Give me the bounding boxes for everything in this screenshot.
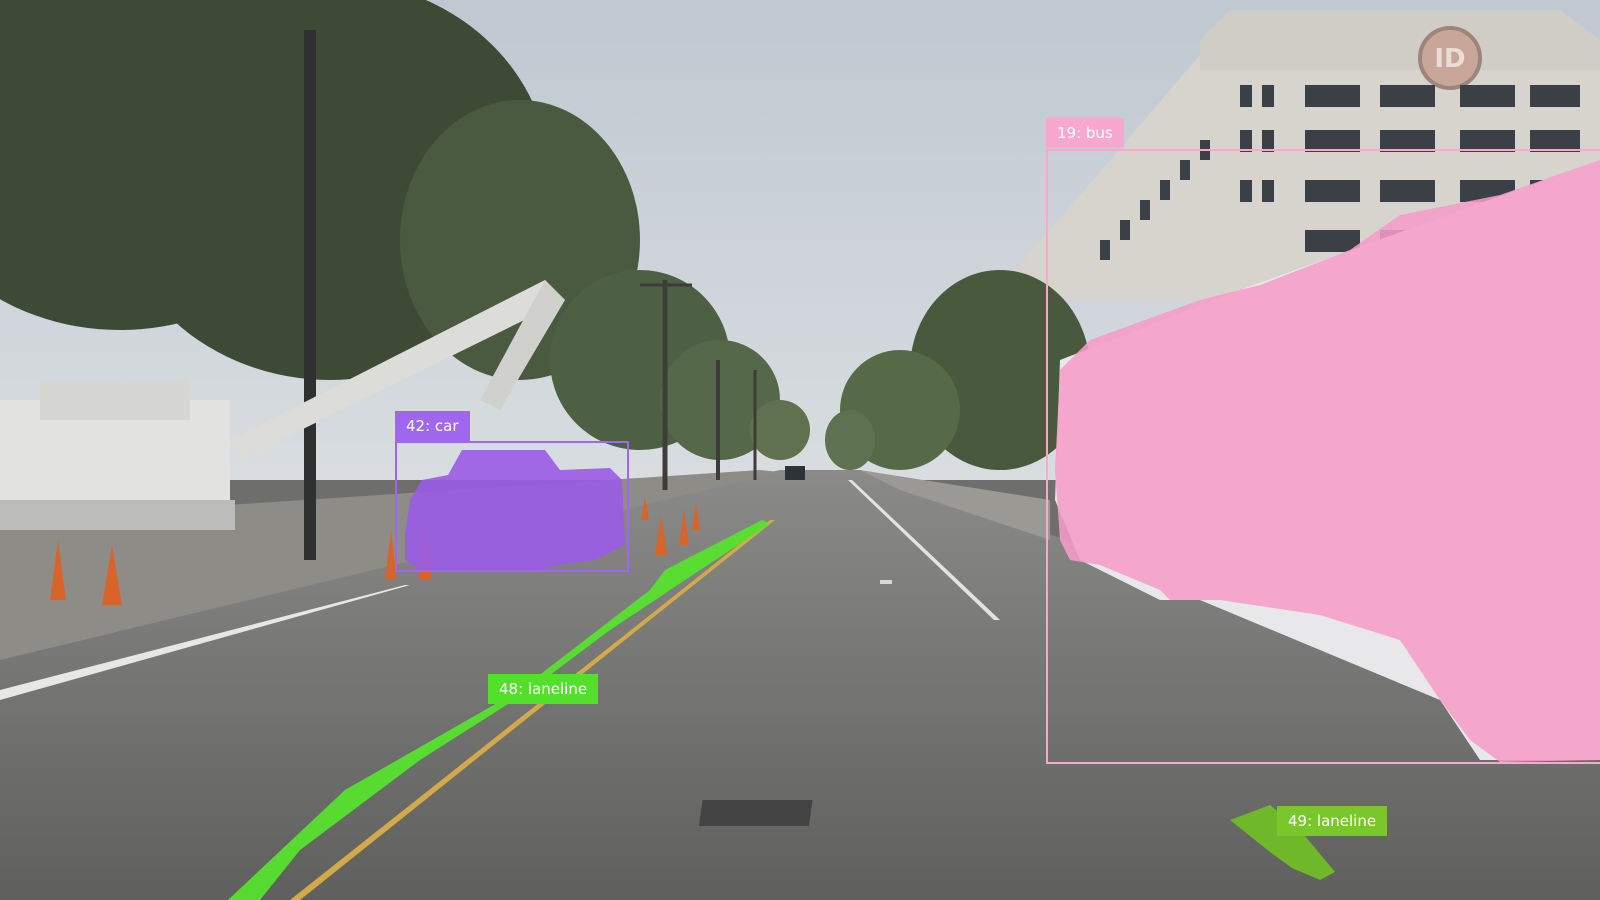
bus-mask xyxy=(1055,160,1600,762)
bucket-truck xyxy=(0,280,565,530)
manhole-cover xyxy=(698,800,813,826)
car-mask xyxy=(405,450,625,570)
road xyxy=(0,470,1600,900)
car-bounding-box xyxy=(395,441,629,572)
bus-bounding-box xyxy=(1046,149,1600,764)
laneline-48-label: 48: laneline xyxy=(488,674,599,704)
traffic-cones xyxy=(50,497,700,605)
distant-car xyxy=(785,466,805,480)
sidewalk-right xyxy=(860,470,1050,540)
laneline-48-mask xyxy=(228,520,770,900)
bus-label: 19: bus xyxy=(1046,118,1124,148)
laneline-49-mask xyxy=(1230,805,1335,880)
lane-markings xyxy=(0,480,1000,900)
car-label: 42: car xyxy=(395,411,470,441)
building-logo: ID xyxy=(1434,44,1465,74)
trees-left xyxy=(0,0,810,460)
laneline-49-label: 49: laneline xyxy=(1277,806,1388,836)
utility-poles xyxy=(304,30,757,560)
trees-right xyxy=(825,270,1090,470)
